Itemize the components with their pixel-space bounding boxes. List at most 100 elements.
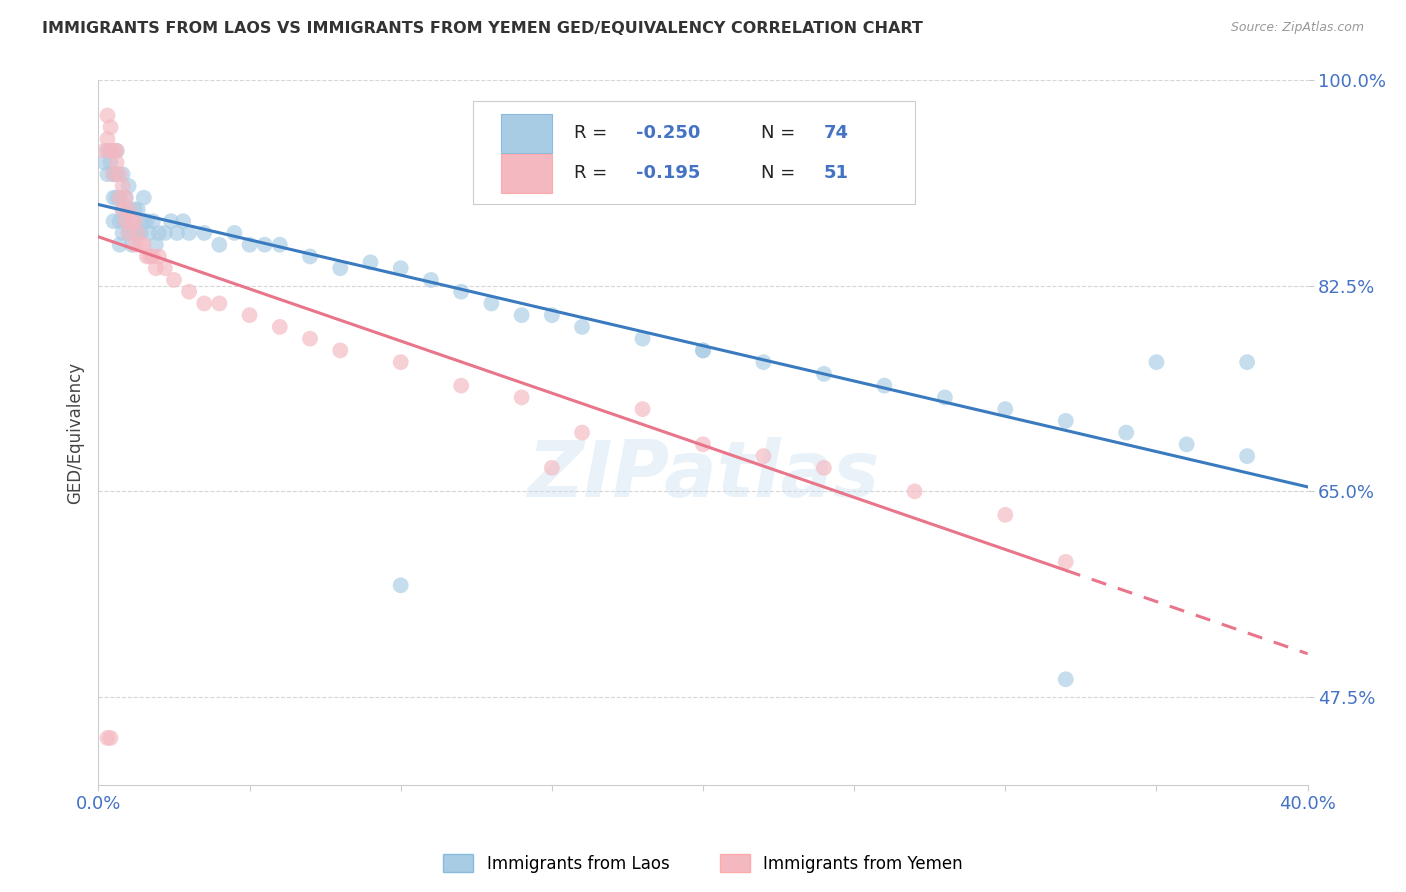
Point	[103, 191, 125, 205]
Point	[118, 178, 141, 193]
Point	[100, 144, 122, 158]
Text: N =: N =	[761, 164, 801, 183]
Point	[142, 249, 165, 264]
Point	[142, 214, 165, 228]
Point	[148, 249, 170, 264]
Point	[132, 237, 155, 252]
Point	[108, 191, 131, 205]
Point	[124, 226, 146, 240]
Point	[145, 261, 167, 276]
Point	[121, 214, 143, 228]
Point	[163, 273, 186, 287]
Point	[129, 237, 152, 252]
Point	[96, 167, 118, 181]
Point	[179, 285, 201, 299]
Point	[389, 355, 412, 369]
Point	[540, 460, 562, 475]
Point	[1054, 673, 1077, 687]
Point	[510, 120, 533, 135]
Point	[1175, 437, 1198, 451]
Text: -0.195: -0.195	[637, 164, 700, 183]
Point	[132, 214, 155, 228]
Point	[208, 296, 231, 310]
FancyBboxPatch shape	[474, 102, 915, 203]
Point	[571, 425, 593, 440]
Point	[450, 378, 472, 392]
Point	[93, 155, 115, 169]
Point	[96, 132, 118, 146]
Text: -0.250: -0.250	[637, 125, 700, 143]
Point	[752, 355, 775, 369]
Text: ZIPatlas: ZIPatlas	[527, 437, 879, 513]
Point	[329, 261, 352, 276]
Text: IMMIGRANTS FROM LAOS VS IMMIGRANTS FROM YEMEN GED/EQUIVALENCY CORRELATION CHART: IMMIGRANTS FROM LAOS VS IMMIGRANTS FROM …	[42, 21, 924, 36]
Point	[105, 144, 128, 158]
Text: 74: 74	[824, 125, 849, 143]
Point	[904, 484, 927, 499]
Point	[994, 402, 1017, 417]
Point	[132, 191, 155, 205]
Point	[269, 319, 291, 334]
Point	[111, 167, 134, 181]
Point	[692, 343, 714, 358]
Point	[360, 255, 382, 269]
Point	[127, 226, 149, 240]
Point	[111, 202, 134, 217]
Point	[692, 343, 714, 358]
Point	[269, 237, 291, 252]
Point	[153, 261, 176, 276]
Point	[172, 214, 194, 228]
Point	[100, 155, 122, 169]
Point	[994, 508, 1017, 522]
Legend: Immigrants from Laos, Immigrants from Yemen: Immigrants from Laos, Immigrants from Ye…	[434, 847, 972, 881]
Point	[160, 214, 183, 228]
Point	[1115, 425, 1137, 440]
Point	[135, 214, 157, 228]
Bar	[501, 114, 551, 153]
Point	[108, 214, 131, 228]
Point	[510, 391, 533, 405]
Point	[299, 332, 322, 346]
Point	[329, 343, 352, 358]
Point	[239, 308, 262, 322]
Point	[111, 226, 134, 240]
Point	[96, 144, 118, 158]
Point	[139, 249, 162, 264]
Text: R =: R =	[574, 164, 613, 183]
Point	[208, 237, 231, 252]
Point	[93, 144, 115, 158]
Y-axis label: GED/Equivalency: GED/Equivalency	[66, 361, 84, 504]
Point	[103, 144, 125, 158]
Point	[631, 402, 654, 417]
Point	[1236, 449, 1258, 463]
Point	[145, 237, 167, 252]
Point	[873, 378, 896, 392]
Point	[124, 214, 146, 228]
Point	[121, 214, 143, 228]
Point	[100, 731, 122, 745]
Point	[510, 308, 533, 322]
Point	[114, 191, 136, 205]
Point	[111, 178, 134, 193]
Point	[540, 308, 562, 322]
Point	[813, 367, 835, 381]
Point	[299, 249, 322, 264]
Point	[111, 202, 134, 217]
Point	[571, 319, 593, 334]
Point	[105, 155, 128, 169]
Point	[813, 460, 835, 475]
Point	[96, 109, 118, 123]
Point	[105, 167, 128, 181]
Point	[114, 214, 136, 228]
Point	[752, 449, 775, 463]
Point	[166, 226, 188, 240]
Point	[139, 226, 162, 240]
Point	[105, 144, 128, 158]
Point	[121, 237, 143, 252]
Point	[1054, 414, 1077, 428]
Point	[1144, 355, 1167, 369]
Text: 51: 51	[824, 164, 849, 183]
Text: R =: R =	[574, 125, 613, 143]
Point	[148, 226, 170, 240]
Point	[253, 237, 276, 252]
